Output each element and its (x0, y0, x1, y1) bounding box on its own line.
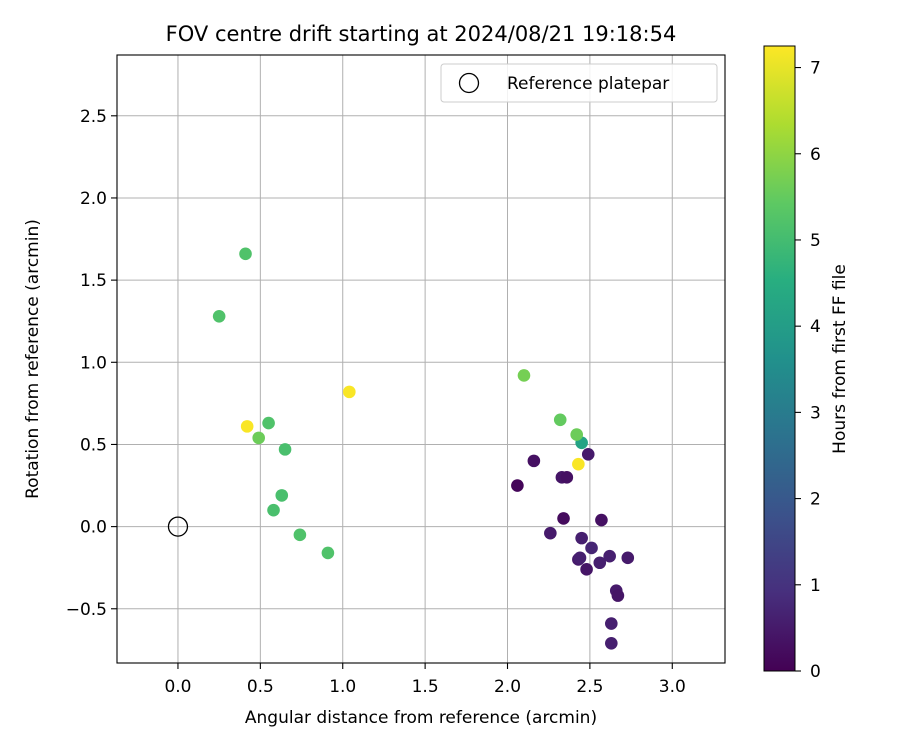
data-point (262, 416, 275, 430)
data-point (511, 479, 524, 492)
colorbar-tick-label: 4 (810, 317, 821, 337)
x-tick-label: 2.0 (494, 677, 521, 697)
colorbar-tick-label: 6 (810, 145, 821, 165)
colorbar-tick-label: 3 (810, 403, 821, 423)
data-point (621, 551, 635, 565)
data-point (321, 546, 335, 560)
colorbar-tick-label: 5 (810, 231, 821, 251)
data-point (570, 428, 584, 441)
colorbar-gradient (763, 45, 796, 672)
legend: Reference platepar (440, 63, 718, 103)
data-point (575, 531, 588, 545)
colorbar-tick-label: 1 (810, 576, 821, 596)
data-points (212, 247, 635, 650)
data-point (605, 636, 618, 650)
data-point (573, 551, 587, 565)
y-axis-label: Rotation from reference (arcmin) (23, 219, 43, 499)
data-point (278, 443, 292, 456)
x-tick-label: 1.5 (412, 677, 439, 697)
y-tick-label: 2.0 (80, 189, 107, 209)
legend-box (440, 63, 718, 103)
data-point (275, 489, 289, 502)
data-point (252, 431, 266, 445)
colorbar: 0 1 2 3 4 5 6 7 Hours from first FF file (763, 45, 850, 682)
y-tick-label: 1.0 (80, 353, 107, 373)
x-tick-label: 0.5 (247, 677, 274, 697)
x-axis-ticks: 0.0 0.5 1.0 1.5 2.0 2.5 3.0 (164, 663, 686, 697)
data-point (603, 549, 616, 563)
data-point (553, 413, 567, 427)
data-point (557, 512, 570, 525)
legend-entry-reference: Reference platepar (507, 74, 669, 94)
y-tick-label: 0.0 (80, 518, 107, 538)
data-point (527, 454, 541, 468)
y-tick-label: −0.5 (66, 600, 107, 620)
data-point (239, 247, 252, 261)
chart-title: FOV centre drift starting at 2024/08/21 … (166, 22, 677, 46)
colorbar-tick-label: 2 (810, 490, 821, 510)
data-point (581, 448, 595, 461)
data-point (605, 617, 618, 630)
colorbar-ticks: 0 1 2 3 4 5 6 7 (795, 59, 821, 682)
data-point (560, 471, 574, 484)
data-point (240, 420, 254, 433)
data-point (572, 457, 585, 471)
data-point (580, 563, 593, 576)
data-point (611, 589, 625, 602)
data-point (267, 503, 280, 517)
x-tick-label: 0.0 (164, 677, 191, 697)
legend-marker-icon (458, 72, 480, 94)
grid-lines (117, 55, 725, 663)
data-point (212, 309, 226, 323)
y-axis-ticks: −0.5 0.0 0.5 1.0 1.5 2.0 2.5 (66, 107, 117, 620)
x-tick-label: 2.5 (576, 677, 603, 697)
data-point (595, 513, 608, 527)
data-point (517, 369, 531, 382)
data-point (593, 556, 607, 570)
x-axis-label: Angular distance from reference (arcmin) (245, 708, 597, 728)
data-point (585, 541, 598, 555)
data-point (343, 385, 356, 399)
y-tick-label: 1.5 (80, 271, 107, 291)
colorbar-tick-label: 0 (810, 662, 821, 682)
plot-frame (116, 54, 726, 664)
data-point (293, 528, 307, 542)
y-tick-label: 0.5 (80, 435, 107, 455)
reference-platepar-marker (167, 516, 189, 537)
x-tick-label: 1.0 (329, 677, 356, 697)
y-tick-label: 2.5 (80, 107, 107, 127)
x-tick-label: 3.0 (659, 677, 686, 697)
data-point (544, 526, 557, 540)
colorbar-tick-label: 7 (810, 59, 821, 79)
colorbar-label: Hours from first FF file (830, 264, 850, 454)
